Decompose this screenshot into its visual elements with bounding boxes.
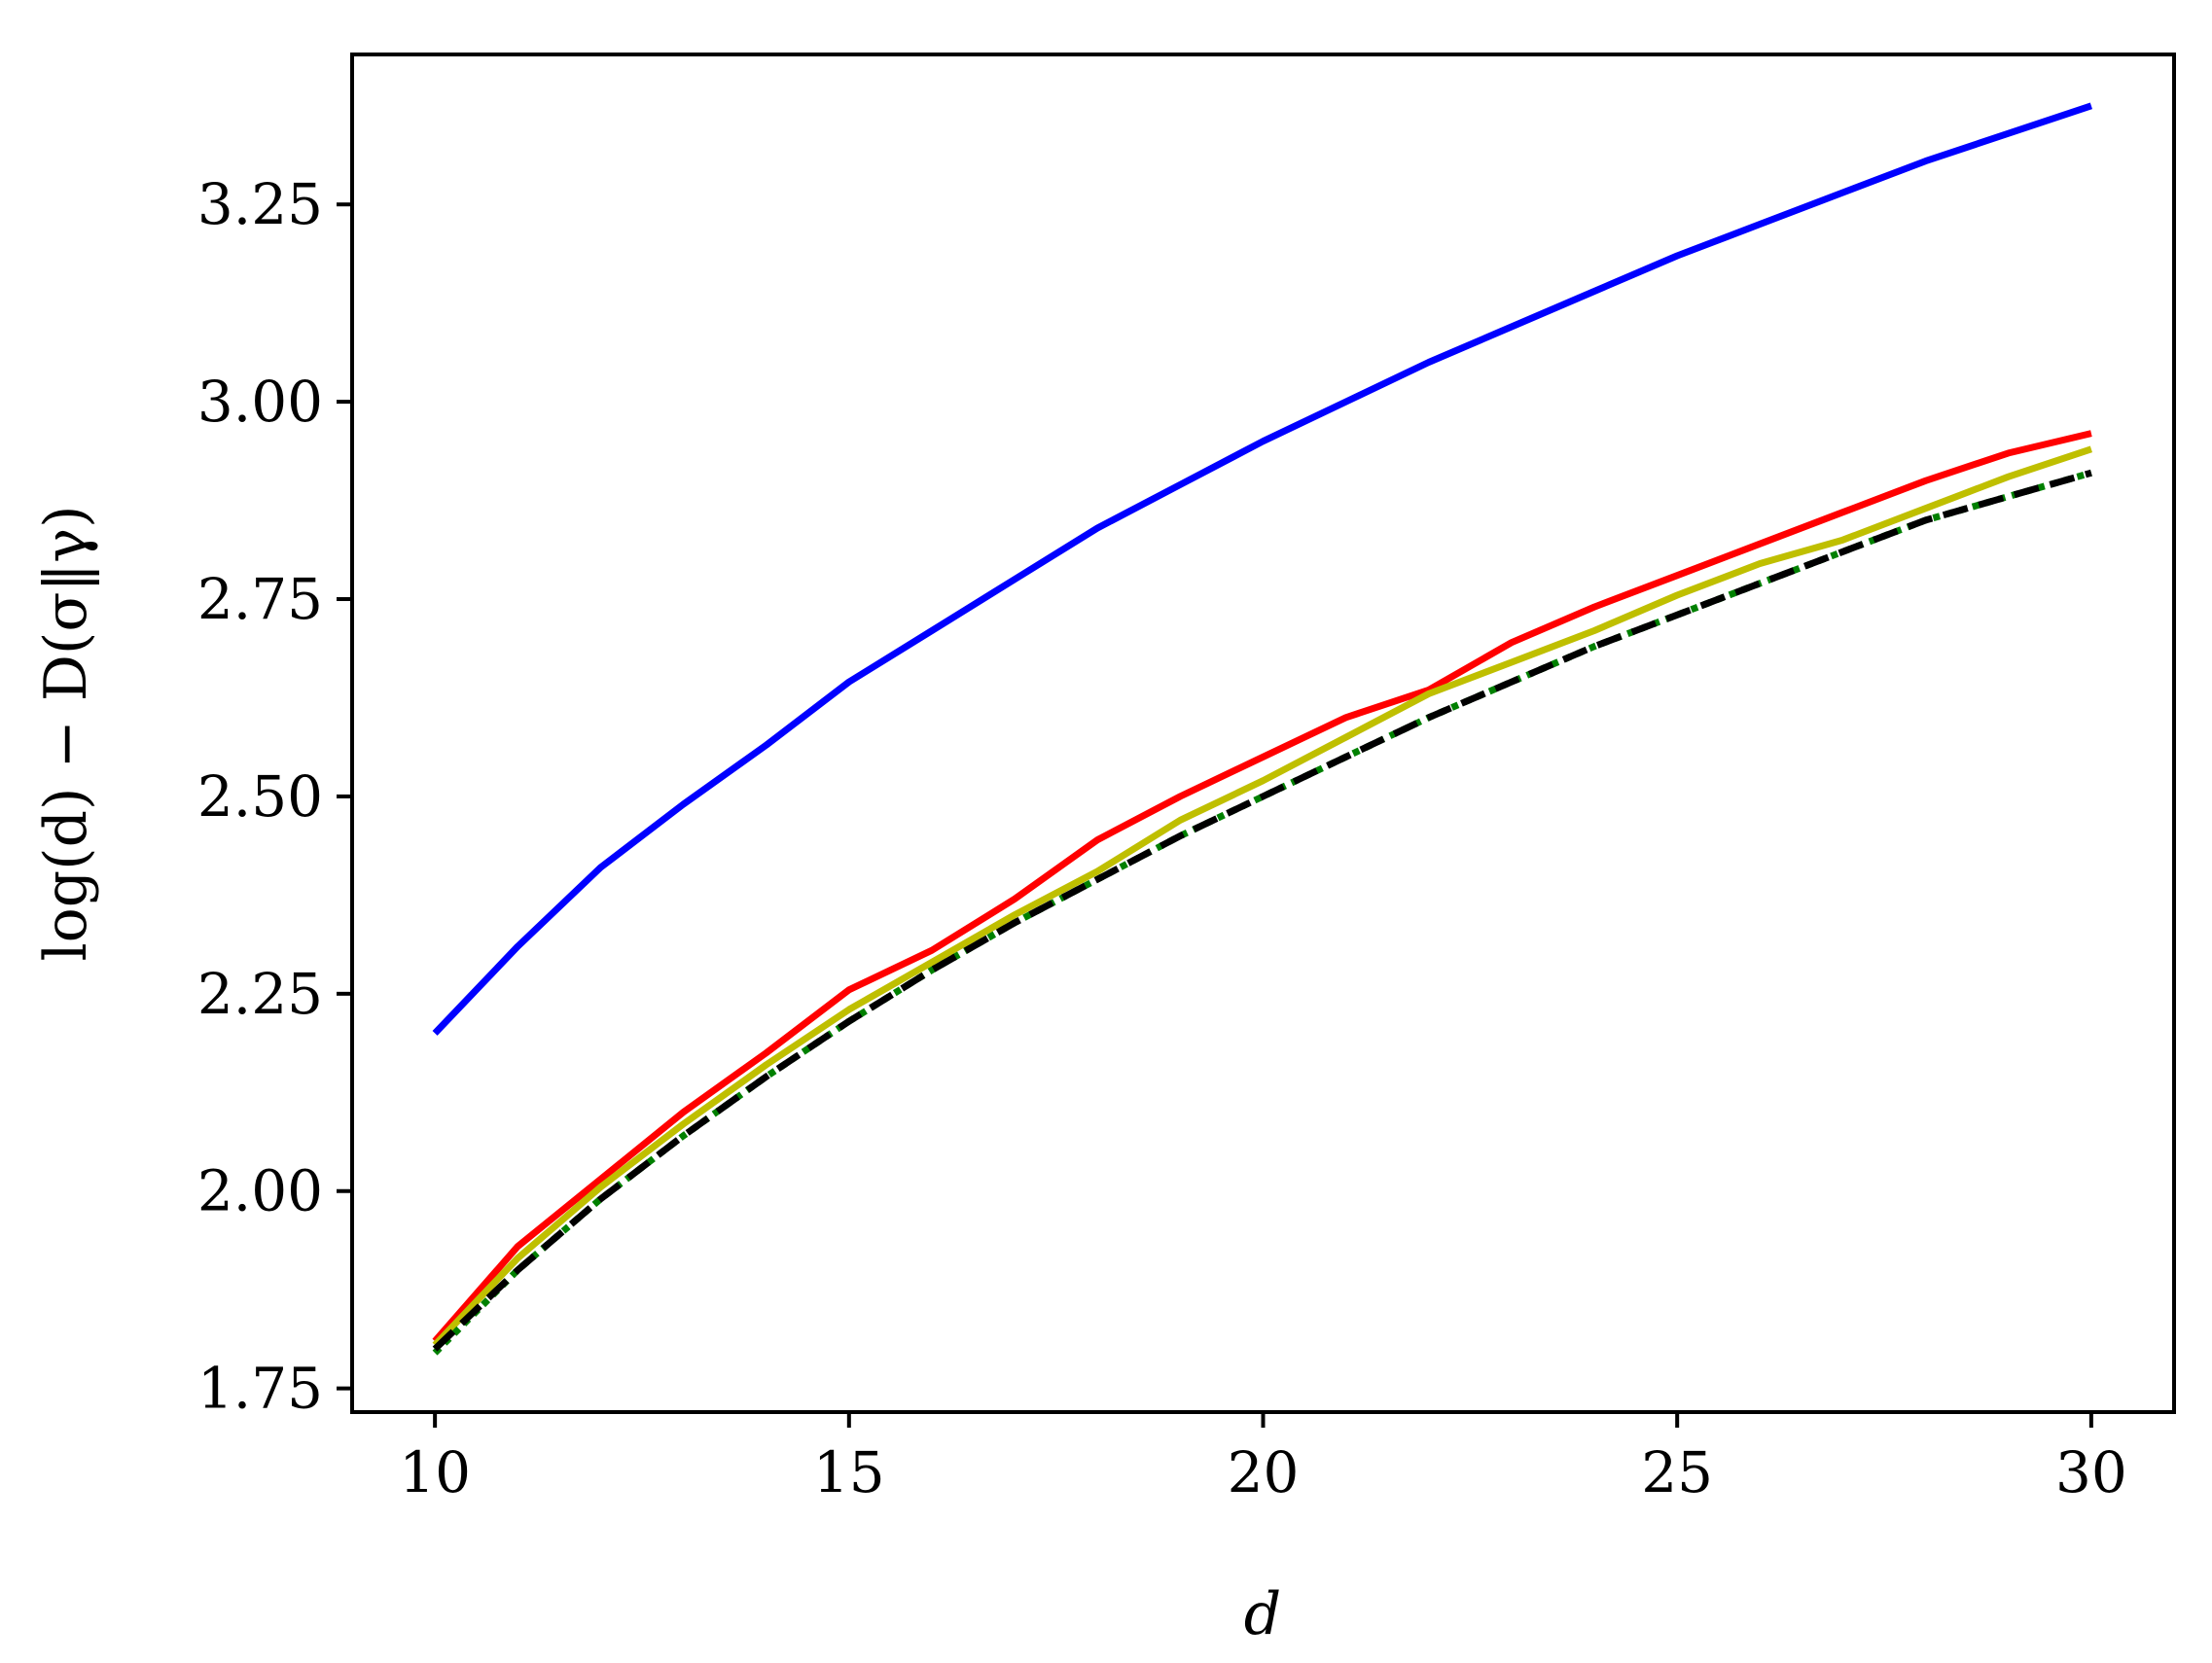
y-tick-label: 2.00 <box>197 1158 323 1224</box>
series-line-5 <box>432 469 2092 1352</box>
x-axis-label: d <box>1244 1580 1281 1648</box>
x-tick-label: 15 <box>813 1439 885 1505</box>
series-line-1 <box>432 102 2093 1036</box>
y-tick-label: 2.50 <box>197 763 323 830</box>
y-tick-label: 2.75 <box>197 566 323 632</box>
y-tick-label: 1.75 <box>197 1356 323 1422</box>
x-axis-ticks: 10 15 20 25 30 <box>399 1412 2127 1505</box>
x-tick-label: 10 <box>399 1439 471 1505</box>
y-axis-ticks: 1.75 2.00 2.25 2.50 2.75 3.00 3.25 <box>197 171 352 1422</box>
series-line-3 <box>432 445 2093 1348</box>
series-layer <box>432 102 2093 1356</box>
x-tick-label: 20 <box>1228 1439 1300 1505</box>
y-tick-label: 3.25 <box>197 171 323 237</box>
y-tick-label: 3.00 <box>197 369 323 435</box>
y-axis-label: log(d) − D(σ‖γ) <box>32 505 100 961</box>
x-tick-label: 30 <box>2055 1439 2127 1505</box>
x-tick-label: 25 <box>1641 1439 1713 1505</box>
series-line-2 <box>432 430 2092 1344</box>
y-tick-label: 2.25 <box>197 961 323 1027</box>
